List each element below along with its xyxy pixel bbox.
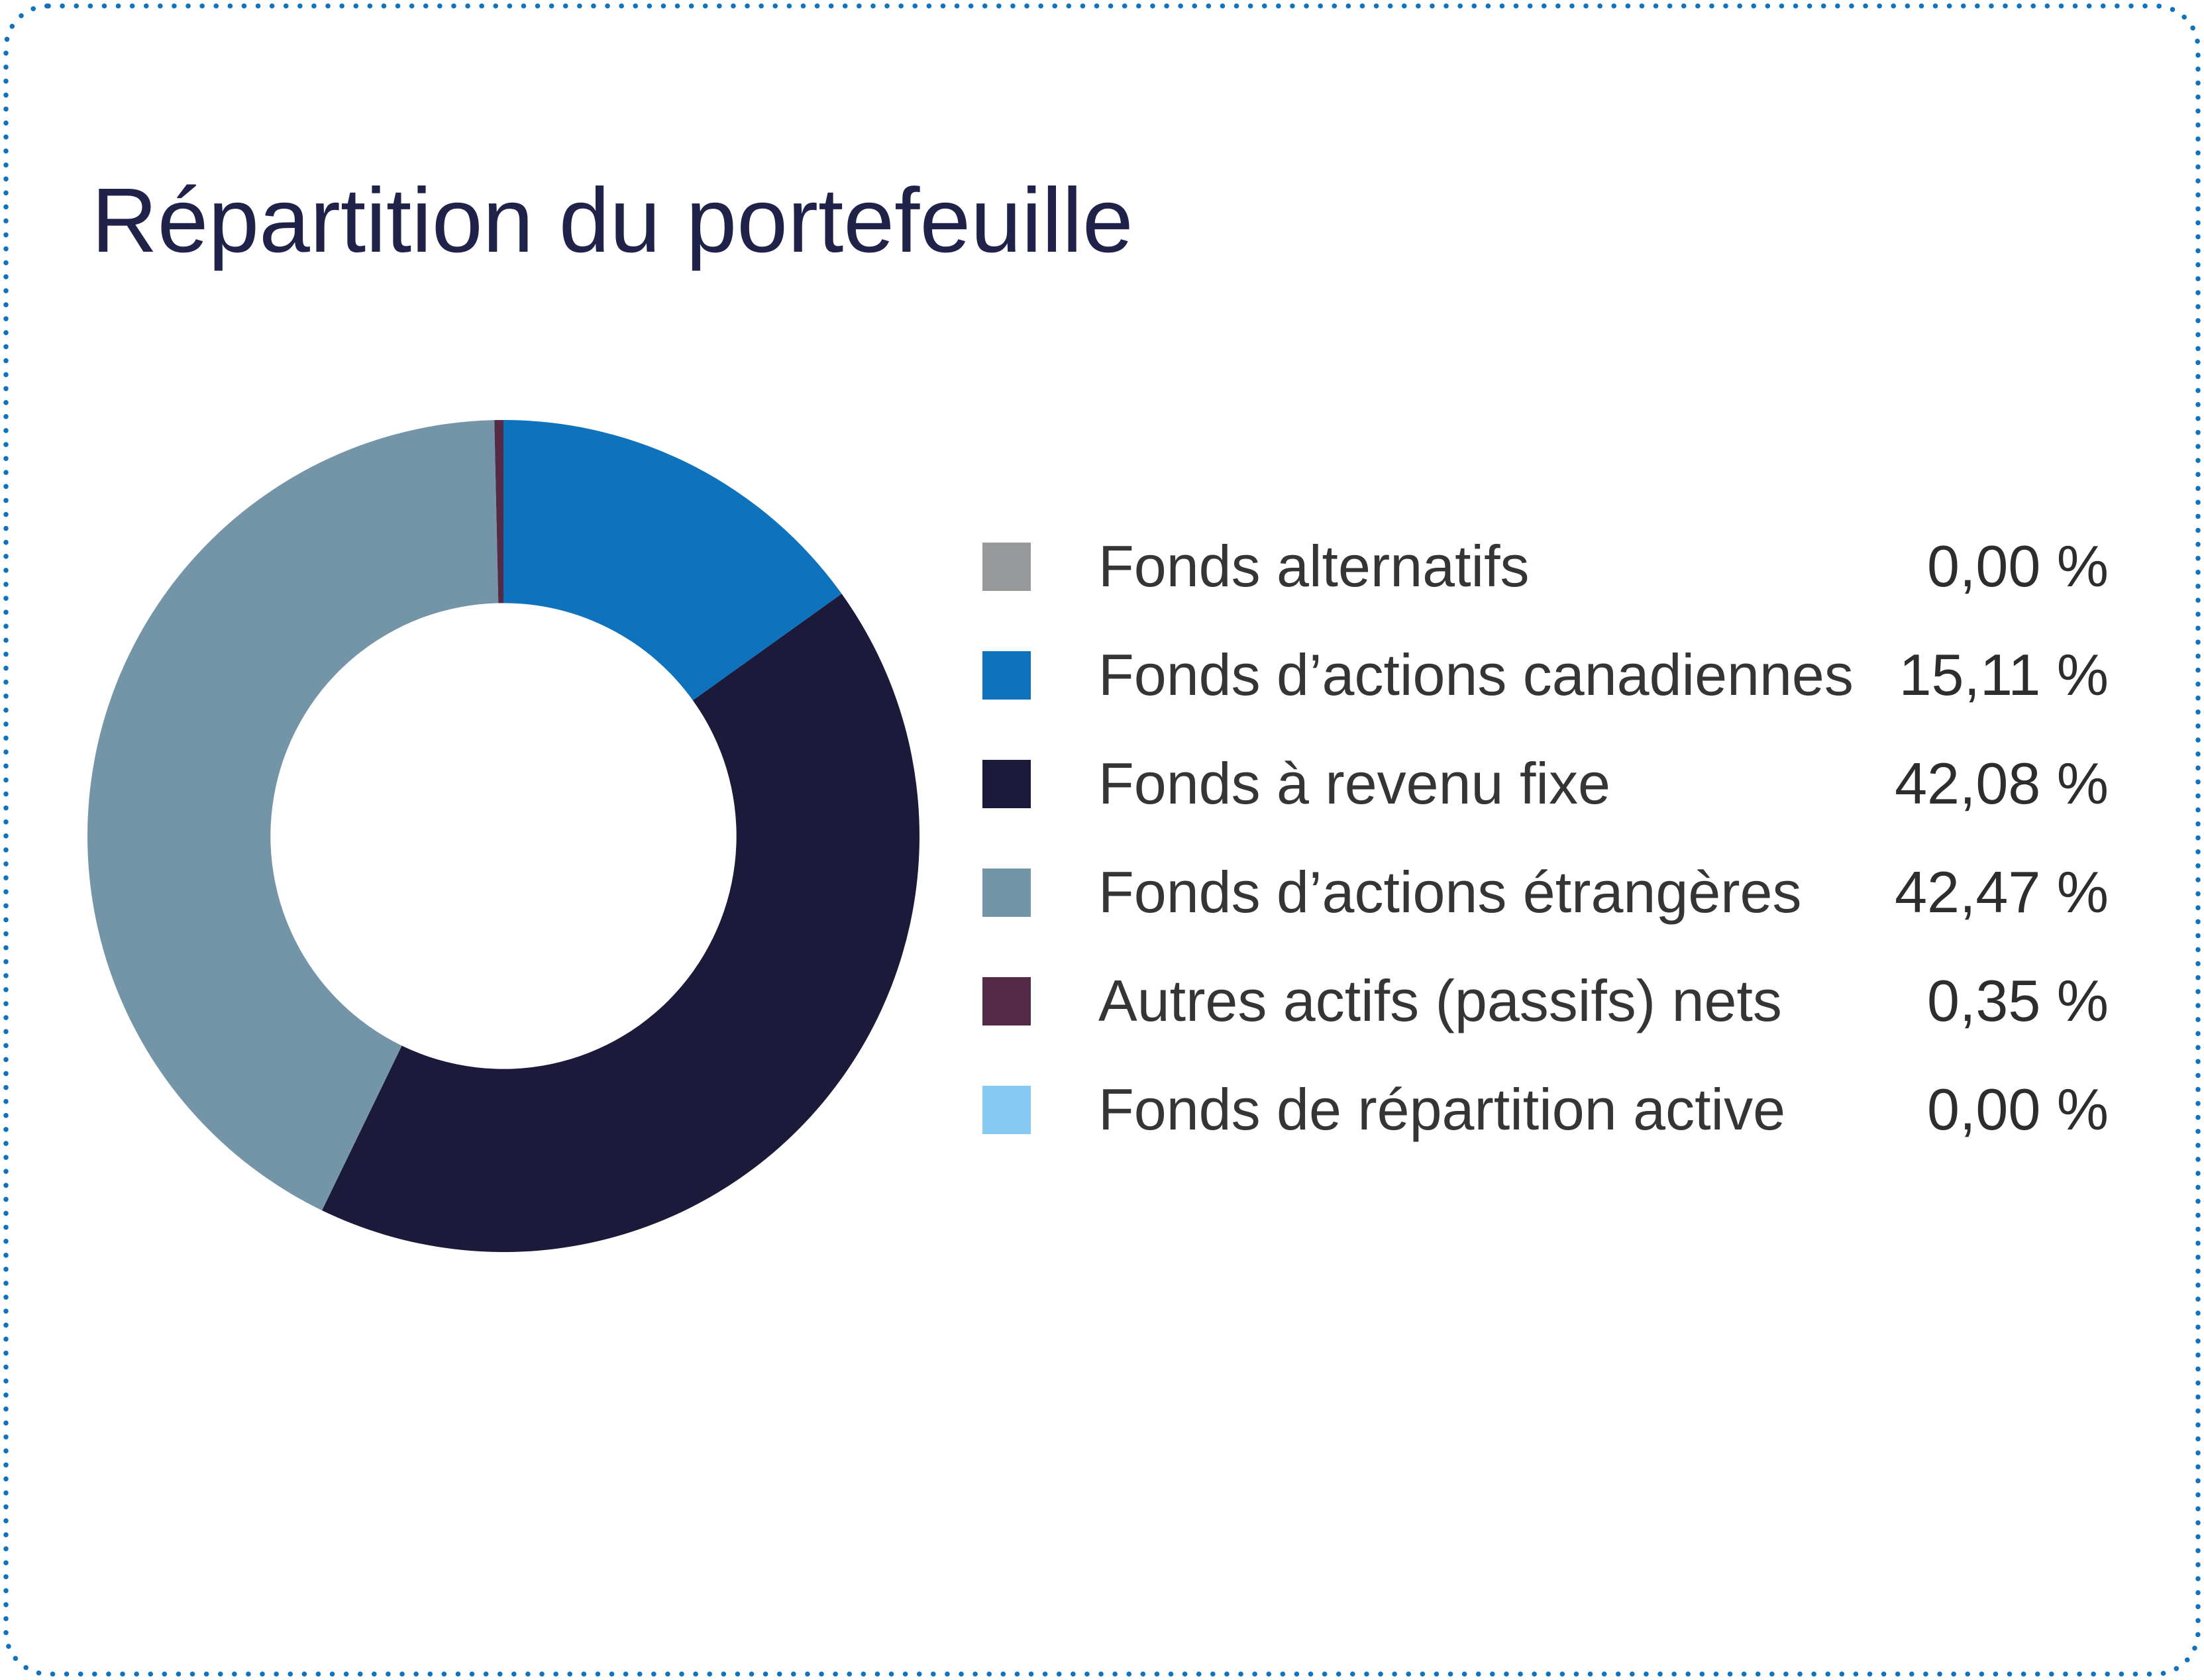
donut-slice [322, 594, 919, 1252]
chart-legend: Fonds alternatifs 0,00 % Fonds d’actions… [982, 537, 2109, 1139]
legend-swatch-icon [982, 759, 1031, 808]
donut-chart-svg [87, 420, 919, 1252]
donut-slice [503, 420, 842, 701]
legend-swatch-icon [982, 542, 1031, 591]
legend-swatch-icon [982, 868, 1031, 917]
donut-chart [87, 420, 919, 1252]
legend-label: Fonds à revenu fixe [1098, 751, 1610, 816]
legend-value: 0,00 % [1927, 533, 2109, 599]
legend-row: Autres actifs (passifs) nets 0,35 % [982, 972, 2109, 1030]
legend-swatch-icon [982, 651, 1031, 700]
legend-row: Fonds de répartition active 0,00 % [982, 1080, 2109, 1139]
legend-value: 0,35 % [1927, 968, 2109, 1033]
legend-label: Autres actifs (passifs) nets [1098, 968, 1782, 1033]
legend-row: Fonds alternatifs 0,00 % [982, 537, 2109, 596]
legend-swatch-icon [982, 976, 1031, 1025]
donut-slice [87, 420, 499, 1211]
legend-value: 42,08 % [1895, 751, 2109, 816]
legend-value: 0,00 % [1927, 1076, 2109, 1142]
legend-swatch-icon [982, 1085, 1031, 1134]
legend-label: Fonds alternatifs [1098, 533, 1530, 599]
page-title: Répartition du portefeuille [91, 170, 1133, 272]
donut-slice [494, 420, 503, 604]
legend-row: Fonds d’actions étrangères 42,47 % [982, 863, 2109, 921]
legend-label: Fonds de répartition active [1098, 1076, 1786, 1142]
legend-label: Fonds d’actions étrangères [1098, 859, 1802, 925]
legend-row: Fonds d’actions canadiennes 15,11 % [982, 646, 2109, 704]
legend-value: 15,11 % [1899, 642, 2109, 708]
legend-label: Fonds d’actions canadiennes [1098, 642, 1854, 708]
legend-value: 42,47 % [1895, 859, 2109, 925]
legend-row: Fonds à revenu fixe 42,08 % [982, 755, 2109, 813]
